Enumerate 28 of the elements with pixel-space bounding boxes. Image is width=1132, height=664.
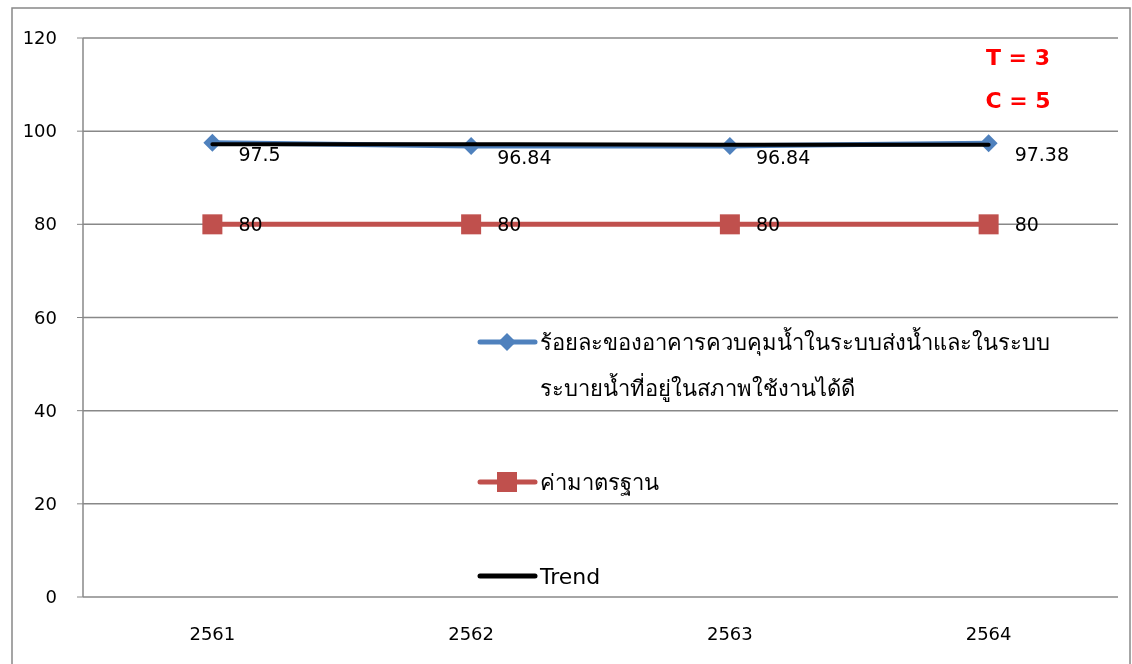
y-tick-label: 40 (34, 399, 57, 421)
legend-label: ค่ามาตรฐาน (540, 470, 659, 496)
legend-label: Trend (539, 564, 601, 589)
annotation: C = 5 (985, 88, 1051, 113)
data-label: 96.84 (497, 145, 552, 168)
legend-label: ร้อยละของอาคารควบคุมน้ำในระบบส่งน้ำและในระบบระบายน้ำที่อยู่ในสภาพใช้งานได้ดี (540, 327, 1050, 402)
point (978, 214, 999, 235)
x-tick-label: 2564 (965, 623, 1012, 644)
point (719, 214, 740, 235)
y-tick-label: 60 (34, 306, 57, 328)
x-tick-label: 2562 (448, 623, 495, 644)
x-tick-label: 2561 (189, 623, 236, 644)
data-label: 80 (238, 213, 263, 236)
y-tick-label: 100 (22, 120, 57, 142)
data-label: 97.5 (238, 142, 281, 165)
annotation: T = 3 (985, 45, 1051, 70)
data-label: 97.38 (1014, 143, 1070, 166)
data-label: 96.84 (755, 145, 811, 168)
x-tick-label: 2563 (706, 623, 753, 644)
data-label: 80 (755, 213, 781, 236)
y-tick-label: 20 (34, 492, 57, 514)
point (202, 214, 223, 235)
data-label: 80 (497, 213, 522, 236)
y-tick-label: 80 (34, 213, 57, 235)
y-tick-label: 0 (45, 586, 57, 607)
y-tick-label: 120 (22, 27, 57, 48)
data-label: 80 (1014, 213, 1039, 236)
point (461, 214, 482, 235)
